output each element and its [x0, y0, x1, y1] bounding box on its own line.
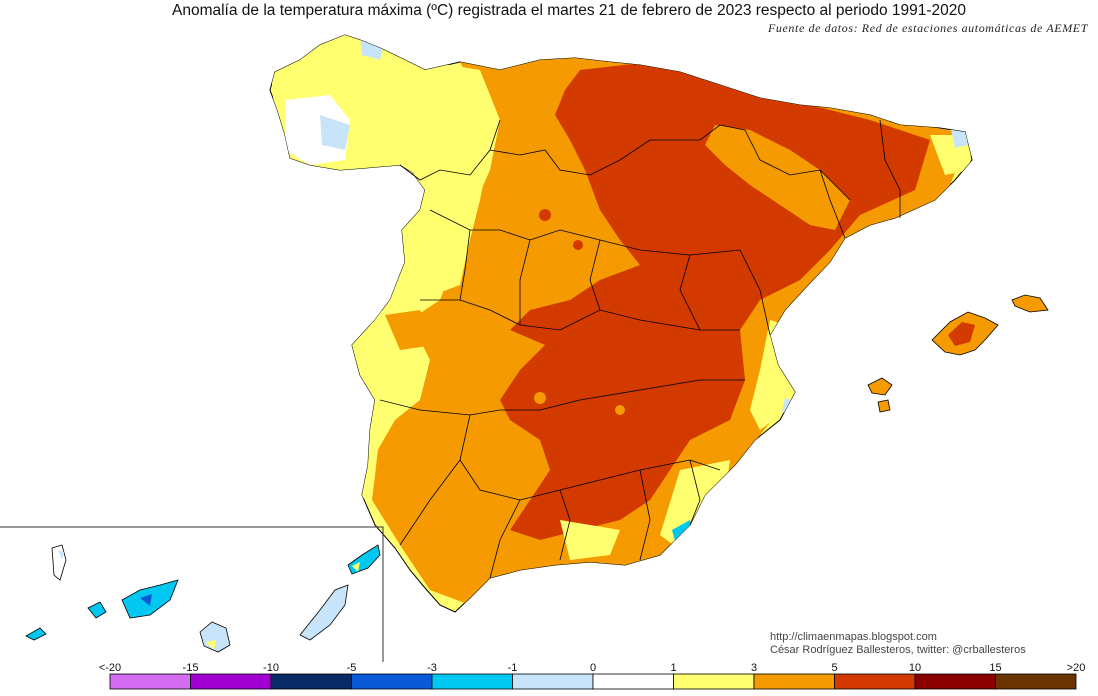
mallorca-core — [948, 322, 975, 346]
la-palma-blue — [58, 550, 64, 560]
gran-canaria-yellow — [206, 640, 216, 650]
andalusia-yellow-spot — [560, 520, 620, 560]
lanzarote-yellow — [352, 562, 360, 572]
anomaly-spot — [539, 209, 551, 221]
balearic-islands — [867, 294, 1049, 413]
data-source-note: Fuente de datos: Red de estaciones autom… — [767, 21, 1088, 35]
region-boundaries — [379, 119, 901, 579]
el-hierro — [25, 627, 47, 641]
anomaly-spot — [615, 405, 625, 415]
gran-canaria — [199, 621, 231, 653]
map-credit: http://climaenmapas.blogspot.com César R… — [770, 631, 1026, 657]
canary-islands-inset — [0, 526, 384, 662]
inset-frame — [0, 526, 384, 662]
la-palma — [51, 544, 67, 581]
galicia-light-blue-zone-2 — [320, 115, 350, 150]
menorca — [1011, 294, 1049, 313]
ebro-orange-strip — [705, 125, 850, 230]
valencia-light-blue-spot — [782, 398, 800, 418]
anomaly-spot — [573, 240, 583, 250]
map-title: Anomalía de la temperatura máxima (ºC) r… — [172, 2, 967, 19]
tenerife-dark-core — [140, 594, 152, 606]
ibiza — [867, 377, 893, 396]
fuerteventura — [299, 584, 349, 641]
credit-author: César Rodríguez Ballesteros, twitter: @c… — [770, 644, 1026, 656]
formentera — [877, 399, 891, 413]
anomaly-spot — [534, 392, 546, 404]
peninsula-anomaly-field — [269, 34, 973, 613]
credit-url: http://climaenmapas.blogspot.com — [770, 631, 937, 643]
la-gomera — [87, 601, 107, 619]
lanzarote — [347, 544, 381, 575]
west-orange-patch — [385, 310, 435, 350]
